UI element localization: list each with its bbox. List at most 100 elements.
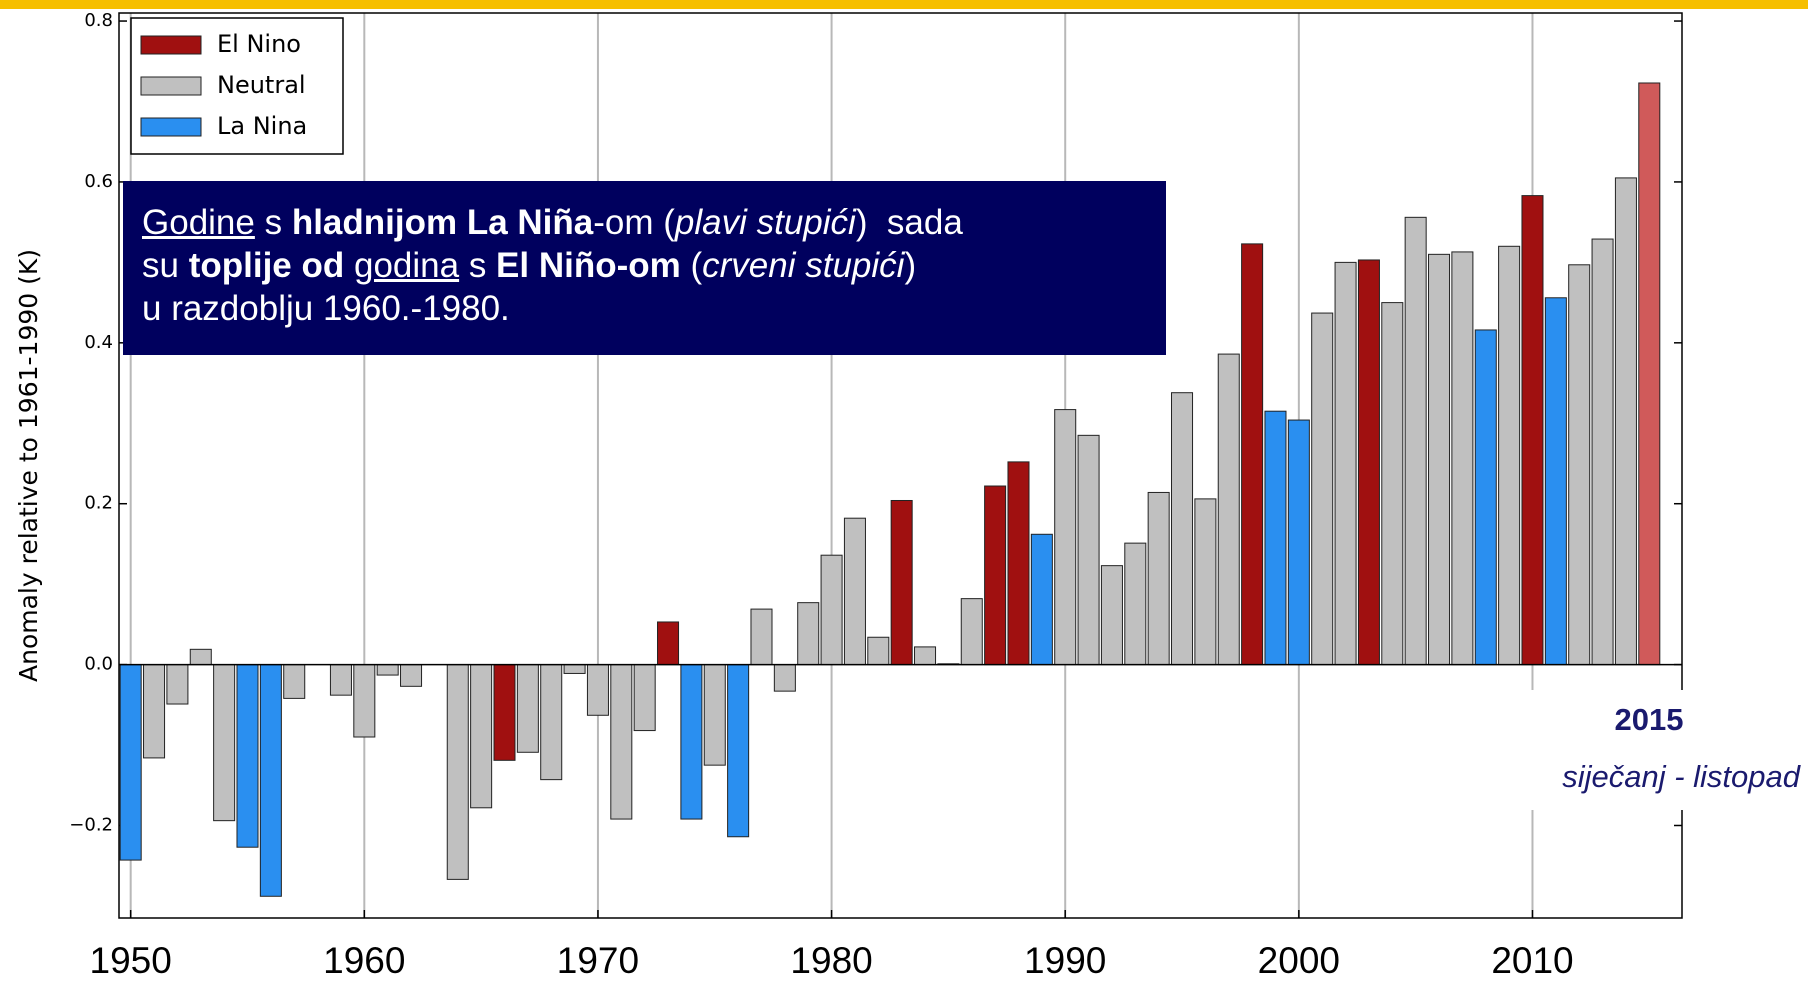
bar <box>189 648 212 666</box>
y-tick-label: 0.8 <box>84 10 113 31</box>
bar <box>1474 329 1497 666</box>
y-tick-label: 0.6 <box>84 171 113 192</box>
note-subtitle: siječanj - listopad <box>1562 759 1802 794</box>
bar <box>960 598 983 666</box>
bar <box>166 664 189 705</box>
bar <box>1264 410 1287 666</box>
x-tick-label: 1960 <box>323 940 405 981</box>
annotation-text: ) <box>904 246 917 285</box>
annotation-text: El Niño-om <box>496 246 681 285</box>
bar <box>1007 461 1030 666</box>
bar <box>914 646 937 666</box>
legend-swatch <box>140 35 202 55</box>
bar <box>610 664 633 820</box>
bar <box>400 664 423 687</box>
note-title: 2015 <box>1615 702 1684 737</box>
bar <box>1614 177 1637 666</box>
bar <box>867 636 890 666</box>
bar <box>1241 243 1264 666</box>
annotation-text: ) sada <box>855 203 963 242</box>
bar <box>493 664 516 761</box>
bar <box>353 664 376 738</box>
top-band <box>0 0 1808 9</box>
bar <box>1428 253 1451 666</box>
bar <box>446 664 469 880</box>
bar <box>376 664 399 676</box>
bar <box>586 664 609 716</box>
bar <box>984 485 1007 666</box>
bar <box>470 664 493 809</box>
bar <box>1147 491 1170 666</box>
y-tick-label: 0.4 <box>84 332 113 353</box>
bar <box>1194 498 1217 666</box>
bar <box>213 664 236 822</box>
bar <box>119 664 142 861</box>
bar <box>1311 312 1334 666</box>
annotation-text <box>344 246 354 285</box>
annotation-text: -om ( <box>593 203 675 242</box>
bar <box>540 664 563 781</box>
x-tick-label: 1950 <box>90 940 172 981</box>
annotation-text: s <box>459 246 497 285</box>
annotation-text: ( <box>680 246 703 285</box>
bar <box>1287 419 1310 666</box>
bar <box>1638 82 1661 666</box>
bar <box>563 664 586 674</box>
legend-swatch <box>140 117 202 137</box>
bar <box>1498 245 1521 666</box>
x-tick-label: 1970 <box>557 940 639 981</box>
bar <box>727 664 750 838</box>
bar <box>657 621 680 666</box>
bar <box>1334 261 1357 666</box>
y-axis-label: Anomaly relative to 1961-1990 (K) <box>14 249 43 682</box>
annotation-text: plavi stupići <box>674 203 856 242</box>
bar <box>143 664 166 759</box>
bar <box>820 554 843 666</box>
annotation-text: Godine <box>142 203 255 242</box>
bar <box>1568 264 1591 666</box>
annotation-text: crveni stupići <box>702 246 905 285</box>
x-tick-label: 1990 <box>1024 940 1106 981</box>
bar <box>516 664 539 753</box>
legend-label: Neutral <box>217 71 306 99</box>
bar <box>1077 434 1100 666</box>
legend-label: El Nino <box>217 30 301 58</box>
bar <box>703 664 726 766</box>
bar <box>1124 542 1147 666</box>
bar <box>890 499 913 666</box>
bar <box>1030 533 1053 666</box>
bar <box>283 664 306 699</box>
plot-frame <box>118 12 1683 919</box>
bar <box>1404 216 1427 666</box>
bar <box>1521 195 1544 666</box>
bar <box>773 664 796 692</box>
note-bg <box>1488 690 1808 810</box>
annotation-line: Godine s hladnijom La Niña-om (plavi stu… <box>142 201 1166 244</box>
bar <box>1171 392 1194 666</box>
annotation-text: su <box>142 246 189 285</box>
bar <box>236 664 259 848</box>
bar <box>259 664 282 897</box>
bar <box>797 602 820 666</box>
x-tick-label: 2000 <box>1258 940 1340 981</box>
annotation-box: Godine s hladnijom La Niña-om (plavi stu… <box>123 181 1166 355</box>
bar <box>1217 353 1240 666</box>
annotation-text: s <box>254 203 292 242</box>
annotation-text: godina <box>353 246 460 285</box>
bar <box>633 664 656 732</box>
bar <box>1591 238 1614 666</box>
bar <box>1357 259 1380 666</box>
bar <box>1381 302 1404 666</box>
bar <box>680 664 703 820</box>
bar <box>750 608 773 666</box>
annotation-text: u razdoblju 1960.-1980. <box>142 289 510 328</box>
annotation-line: su toplije od godina s El Niño-om (crven… <box>142 244 1166 287</box>
y-tick-label: 0.2 <box>84 493 113 514</box>
bar <box>843 517 866 666</box>
bar <box>1451 251 1474 666</box>
legend-label: La Nina <box>217 112 307 140</box>
bar <box>1544 297 1567 666</box>
bar <box>1100 565 1123 666</box>
